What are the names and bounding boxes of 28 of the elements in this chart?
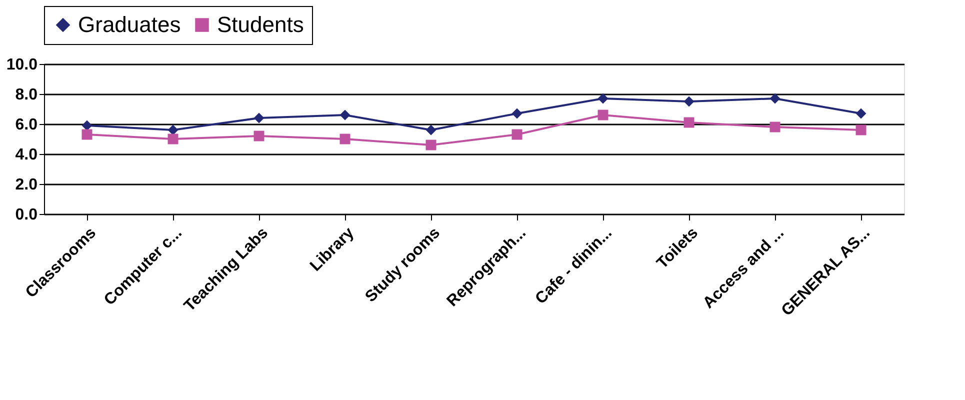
point: [426, 140, 436, 150]
point: [770, 122, 780, 132]
point: [254, 112, 264, 124]
y-tick-label: 4.0: [15, 146, 38, 164]
point: [856, 108, 866, 119]
point: [512, 108, 522, 119]
point: [770, 93, 780, 104]
point: [82, 120, 92, 131]
point: [684, 96, 694, 107]
legend-label: Graduates: [78, 12, 181, 37]
point: [512, 129, 522, 140]
y-tick-label: 0.0: [15, 206, 38, 224]
y-tick-label: 10.0: [6, 56, 38, 74]
point: [340, 134, 350, 144]
point: [254, 130, 264, 142]
point: [82, 129, 92, 140]
point: [426, 124, 436, 136]
point: [684, 117, 694, 128]
point: [598, 110, 608, 120]
point: [168, 134, 178, 144]
y-tick-label: 8.0: [15, 86, 38, 104]
y-tick-label: 6.0: [15, 116, 38, 134]
point: [340, 110, 350, 120]
point: [168, 124, 178, 136]
point: [598, 93, 608, 104]
legend-label: Students: [217, 12, 304, 37]
y-tick-label: 2.0: [15, 176, 38, 194]
point: [856, 124, 866, 136]
